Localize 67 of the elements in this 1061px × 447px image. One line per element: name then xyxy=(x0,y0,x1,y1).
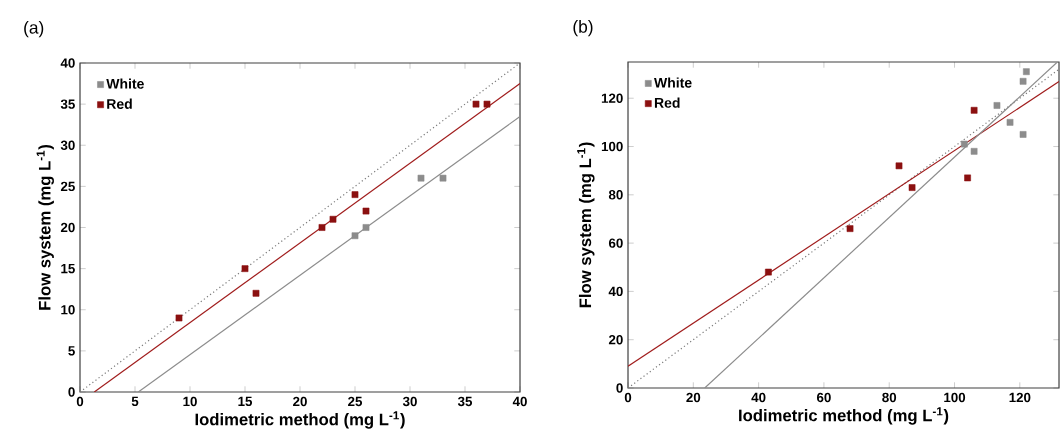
y-tick-label: 25 xyxy=(60,181,75,192)
point xyxy=(351,232,359,240)
x-tick-label: 20 xyxy=(293,396,307,407)
y-tick-label: 15 xyxy=(61,263,75,274)
y-axis-title: Flow system (mg L$^{-1}$) xyxy=(36,145,54,310)
point xyxy=(960,140,968,148)
point xyxy=(993,102,1001,109)
y-tick-label: 35 xyxy=(60,99,75,109)
x-tick-label: 5 xyxy=(131,396,139,407)
y-tick-label: 5 xyxy=(68,346,75,356)
x-tick-label: 0 xyxy=(76,396,84,407)
x-tick-label: 120 xyxy=(1009,392,1031,403)
point xyxy=(241,265,249,272)
point xyxy=(908,184,916,191)
point xyxy=(417,174,425,182)
point xyxy=(362,224,370,231)
point xyxy=(175,314,183,322)
y-tick-label: 80 xyxy=(608,190,623,200)
y-tick-label: 100 xyxy=(601,141,623,152)
y-axis-title: Flow system (mg L$^{-1}$) xyxy=(577,142,595,308)
legend-label: Red xyxy=(107,98,132,109)
point xyxy=(895,162,903,170)
legend-label: White xyxy=(654,77,692,88)
x-tick-label: 0 xyxy=(624,392,632,403)
point xyxy=(970,148,978,155)
chart-title: (a) xyxy=(24,20,44,38)
y-tick-label: 20 xyxy=(608,334,623,345)
y-tick-label: 40 xyxy=(60,58,75,68)
x-tick-label: 40 xyxy=(512,396,527,407)
y-tick-label: 10 xyxy=(61,305,75,315)
point xyxy=(329,215,337,223)
x-tick-label: 15 xyxy=(238,396,253,407)
x-tick-label: 25 xyxy=(348,396,363,407)
legend-label: Red xyxy=(654,97,680,108)
x-axis-title: Iodimetric method (mg L$^{-1}$) xyxy=(195,411,405,429)
point xyxy=(1019,77,1027,85)
point xyxy=(970,106,978,114)
x-tick-label: 35 xyxy=(457,396,473,407)
chart-title: (b) xyxy=(573,20,593,37)
point xyxy=(1019,131,1027,138)
point xyxy=(483,100,491,108)
legend-label: White xyxy=(106,78,144,89)
x-axis-title: Iodimetric method (mg L$^{-1}$) xyxy=(739,407,949,425)
x-tick-label: 40 xyxy=(751,392,766,403)
y-tick-label: 60 xyxy=(608,238,623,248)
point xyxy=(1023,68,1030,75)
y-tick-label: 120 xyxy=(601,93,623,103)
x-tick-label: 30 xyxy=(402,396,417,407)
point xyxy=(439,174,447,182)
point xyxy=(252,289,260,297)
x-tick-label: 60 xyxy=(816,392,831,403)
point xyxy=(351,191,359,198)
y-tick-label: 40 xyxy=(608,286,623,297)
x-tick-label: 80 xyxy=(882,392,897,403)
y-tick-label: 0 xyxy=(616,383,623,393)
y-tick-label: 20 xyxy=(60,222,75,233)
y-tick-label: 30 xyxy=(60,140,75,150)
point xyxy=(362,207,370,215)
x-tick-label: 20 xyxy=(686,392,701,403)
x-tick-label: 100 xyxy=(944,392,966,403)
point xyxy=(765,268,772,276)
point xyxy=(846,225,854,232)
x-tick-label: 10 xyxy=(183,396,197,407)
point xyxy=(318,224,326,231)
point xyxy=(964,174,971,182)
point xyxy=(1006,119,1014,126)
point xyxy=(472,100,480,108)
